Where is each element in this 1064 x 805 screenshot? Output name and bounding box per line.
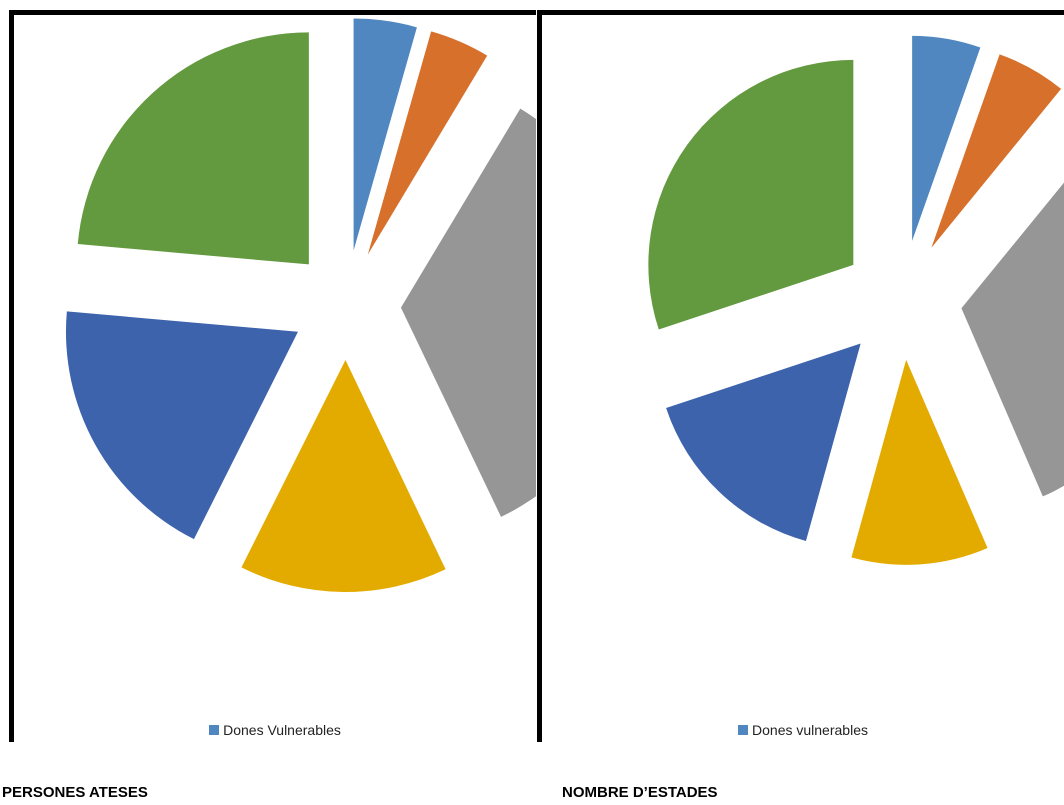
legend: Dones vulnerables [542, 722, 1064, 738]
pie-slice-2 [367, 31, 488, 255]
pie-slice-5 [65, 311, 298, 540]
pie-chart-nombre-estades [648, 35, 1064, 565]
pie-slice-4 [851, 359, 988, 565]
pie-slice-2 [931, 54, 1062, 248]
pie-slice-4 [241, 359, 446, 592]
pie-slice-3 [400, 108, 536, 517]
legend-label: Dones vulnerables [752, 722, 868, 738]
pie-slice-6 [77, 32, 309, 265]
pie-chart-persones-ateses [65, 18, 536, 592]
legend-swatch [738, 725, 749, 735]
pie-slice-3 [961, 182, 1064, 497]
legend-label: Dones Vulnerables [223, 722, 341, 738]
pie-slice-5 [666, 343, 861, 542]
legend: Dones Vulnerables [14, 722, 536, 738]
caption-nombre-estades: NOMBRE D’ESTADES [562, 784, 718, 801]
chart-panel-persones-ateses: Dones Vulnerables [9, 10, 536, 742]
caption-persones-ateses: PERSONES ATESES [2, 784, 148, 801]
pie-slice-1 [912, 35, 981, 241]
chart-panel-nombre-estades: Dones vulnerables [537, 10, 1064, 742]
legend-swatch [209, 725, 220, 735]
pie-slice-1 [353, 18, 417, 251]
pie-slice-6 [648, 59, 854, 330]
